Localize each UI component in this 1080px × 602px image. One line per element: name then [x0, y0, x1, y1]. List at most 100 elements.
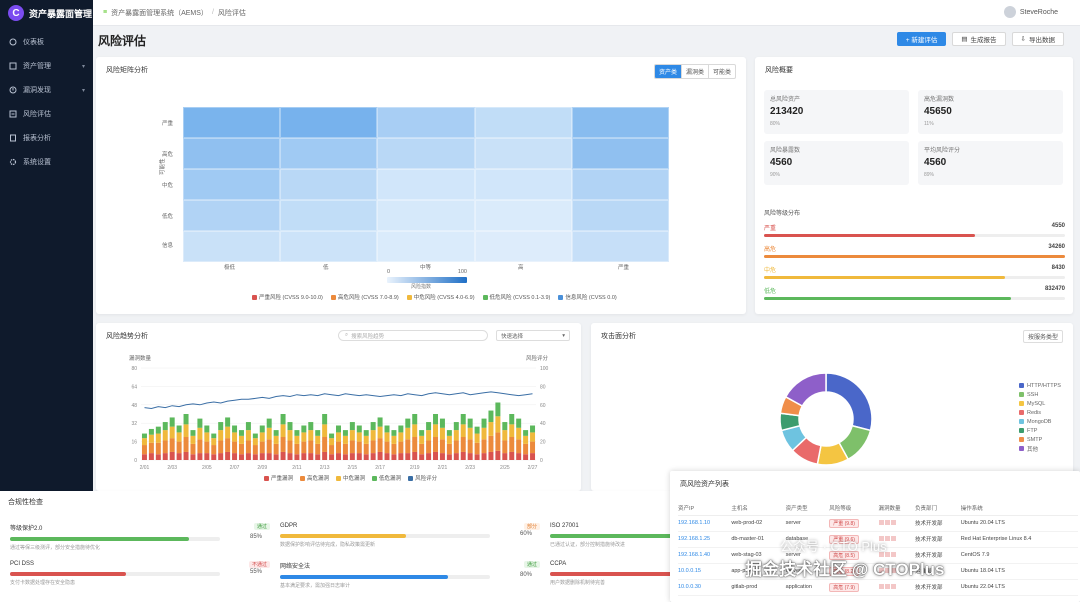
legend-item[interactable]: MongoDB: [1019, 417, 1061, 426]
trend-bar-segment[interactable]: [162, 453, 168, 460]
trend-bar-segment[interactable]: [280, 437, 286, 452]
trend-bar-segment[interactable]: [530, 453, 536, 460]
legend-item[interactable]: 高危漏洞: [300, 474, 329, 482]
trend-bar-segment[interactable]: [162, 430, 168, 441]
trend-bar-segment[interactable]: [495, 402, 501, 417]
trend-bar-segment[interactable]: [530, 432, 536, 442]
trend-bar-segment[interactable]: [232, 432, 238, 442]
trend-bar-segment[interactable]: [197, 418, 203, 428]
trend-bar-segment[interactable]: [245, 430, 251, 441]
trend-bar-segment[interactable]: [232, 453, 238, 460]
sidebar-item-reports[interactable]: 报表分析: [0, 126, 93, 150]
segment-asset[interactable]: 资产类: [654, 65, 682, 78]
legend-item[interactable]: 低危漏洞: [372, 474, 401, 482]
trend-bar-segment[interactable]: [363, 435, 369, 444]
heatmap-cell[interactable]: [571, 138, 669, 169]
column-header[interactable]: 负责部门: [915, 501, 961, 516]
trend-bar-segment[interactable]: [405, 418, 411, 428]
trend-bar-segment[interactable]: [252, 438, 258, 446]
trend-bar-segment[interactable]: [273, 435, 279, 444]
trend-bar-segment[interactable]: [370, 422, 376, 431]
trend-bar-segment[interactable]: [384, 441, 390, 454]
trend-bar-segment[interactable]: [412, 414, 418, 425]
trend-bar-segment[interactable]: [453, 440, 459, 454]
trend-bar-segment[interactable]: [197, 439, 203, 454]
trend-bar-segment[interactable]: [315, 435, 321, 444]
trend-bar-segment[interactable]: [259, 425, 265, 433]
legend-item[interactable]: FTP: [1019, 426, 1061, 435]
trend-bar-segment[interactable]: [176, 441, 182, 454]
trend-bar-segment[interactable]: [294, 443, 300, 455]
trend-bar-segment[interactable]: [190, 430, 196, 436]
trend-bar-segment[interactable]: [426, 440, 432, 454]
sidebar-item-vulns[interactable]: 漏洞发现 ▾: [0, 78, 93, 102]
trend-bar-segment[interactable]: [502, 453, 508, 460]
trend-bar-segment[interactable]: [155, 433, 161, 443]
heatmap-cell[interactable]: [377, 138, 475, 169]
trend-bar-segment[interactable]: [266, 453, 272, 460]
trend-bar-segment[interactable]: [384, 453, 390, 460]
donut-slice[interactable]: [784, 372, 827, 408]
heatmap-cell[interactable]: [571, 200, 669, 231]
trend-bar-segment[interactable]: [433, 451, 439, 460]
trend-bar-segment[interactable]: [384, 425, 390, 433]
trend-bar-segment[interactable]: [301, 453, 307, 460]
trend-bar-segment[interactable]: [439, 439, 445, 454]
trend-bar-segment[interactable]: [322, 424, 328, 437]
trend-bar-segment[interactable]: [467, 427, 473, 440]
trend-bar-segment[interactable]: [453, 430, 459, 441]
trend-bar-segment[interactable]: [523, 454, 529, 460]
trend-bar-segment[interactable]: [273, 454, 279, 460]
trend-bar-segment[interactable]: [342, 430, 348, 436]
scale-bar[interactable]: [387, 277, 467, 283]
trend-bar-segment[interactable]: [225, 417, 231, 427]
trend-bar-segment[interactable]: [342, 435, 348, 444]
trend-bar-segment[interactable]: [370, 440, 376, 454]
trend-bar-segment[interactable]: [273, 443, 279, 455]
trend-bar-segment[interactable]: [176, 425, 182, 433]
trend-bar-segment[interactable]: [211, 454, 217, 460]
compliance-item[interactable]: 等级保护2.0 通过 85% 通过等保三级测评，部分安全措施待优化: [10, 523, 270, 551]
table-row[interactable]: 192.168.1.25 db-master-01 database 严重 (9.6)…: [678, 531, 1078, 548]
trend-bar-segment[interactable]: [398, 453, 404, 460]
trend-bar-segment[interactable]: [155, 442, 161, 455]
trend-bar-segment[interactable]: [148, 434, 154, 443]
attack-type-select[interactable]: 按服务类型: [1022, 330, 1063, 343]
trend-bar-segment[interactable]: [266, 439, 272, 454]
trend-bar-segment[interactable]: [433, 437, 439, 452]
trend-bar-segment[interactable]: [301, 432, 307, 442]
legend-item[interactable]: 高危风险 (CVSS 7.0-8.9): [330, 293, 399, 301]
trend-bar-segment[interactable]: [412, 451, 418, 460]
trend-bar-segment[interactable]: [329, 454, 335, 460]
trend-bar-segment[interactable]: [516, 418, 522, 428]
trend-bar-segment[interactable]: [322, 451, 328, 460]
trend-bar-segment[interactable]: [287, 430, 293, 441]
app-logo[interactable]: C 资产暴露面管理: [0, 0, 93, 26]
trend-bar-segment[interactable]: [204, 432, 210, 442]
trend-bar-segment[interactable]: [439, 453, 445, 460]
trend-bar-segment[interactable]: [419, 435, 425, 444]
trend-bar-segment[interactable]: [460, 437, 466, 452]
trend-bar-segment[interactable]: [308, 453, 314, 460]
trend-bar-segment[interactable]: [294, 435, 300, 444]
trend-bar-segment[interactable]: [474, 442, 480, 455]
trend-bar-segment[interactable]: [488, 451, 494, 460]
menu-toggle-icon[interactable]: ≡: [103, 9, 108, 16]
trend-bar-segment[interactable]: [509, 414, 515, 425]
heatmap-cell[interactable]: [377, 169, 475, 200]
trend-bar-segment[interactable]: [349, 430, 355, 441]
trend-bar-segment[interactable]: [363, 430, 369, 436]
trend-bar-segment[interactable]: [405, 439, 411, 454]
trend-bar-segment[interactable]: [329, 433, 335, 439]
compliance-item[interactable]: 网络安全法 通过 80% 基本满足要求，需加强日志审计: [280, 561, 540, 589]
trend-bar-segment[interactable]: [467, 439, 473, 454]
heatmap-cell[interactable]: [377, 107, 475, 138]
trend-bar-segment[interactable]: [176, 432, 182, 442]
trend-bar-segment[interactable]: [245, 453, 251, 460]
asset-ip-link[interactable]: 192.168.1.25: [678, 531, 732, 548]
trend-bar-segment[interactable]: [148, 453, 154, 460]
trend-bar-segment[interactable]: [141, 433, 147, 439]
trend-bar-segment[interactable]: [495, 450, 501, 460]
trend-bar-segment[interactable]: [266, 427, 272, 440]
trend-bar-segment[interactable]: [301, 425, 307, 433]
